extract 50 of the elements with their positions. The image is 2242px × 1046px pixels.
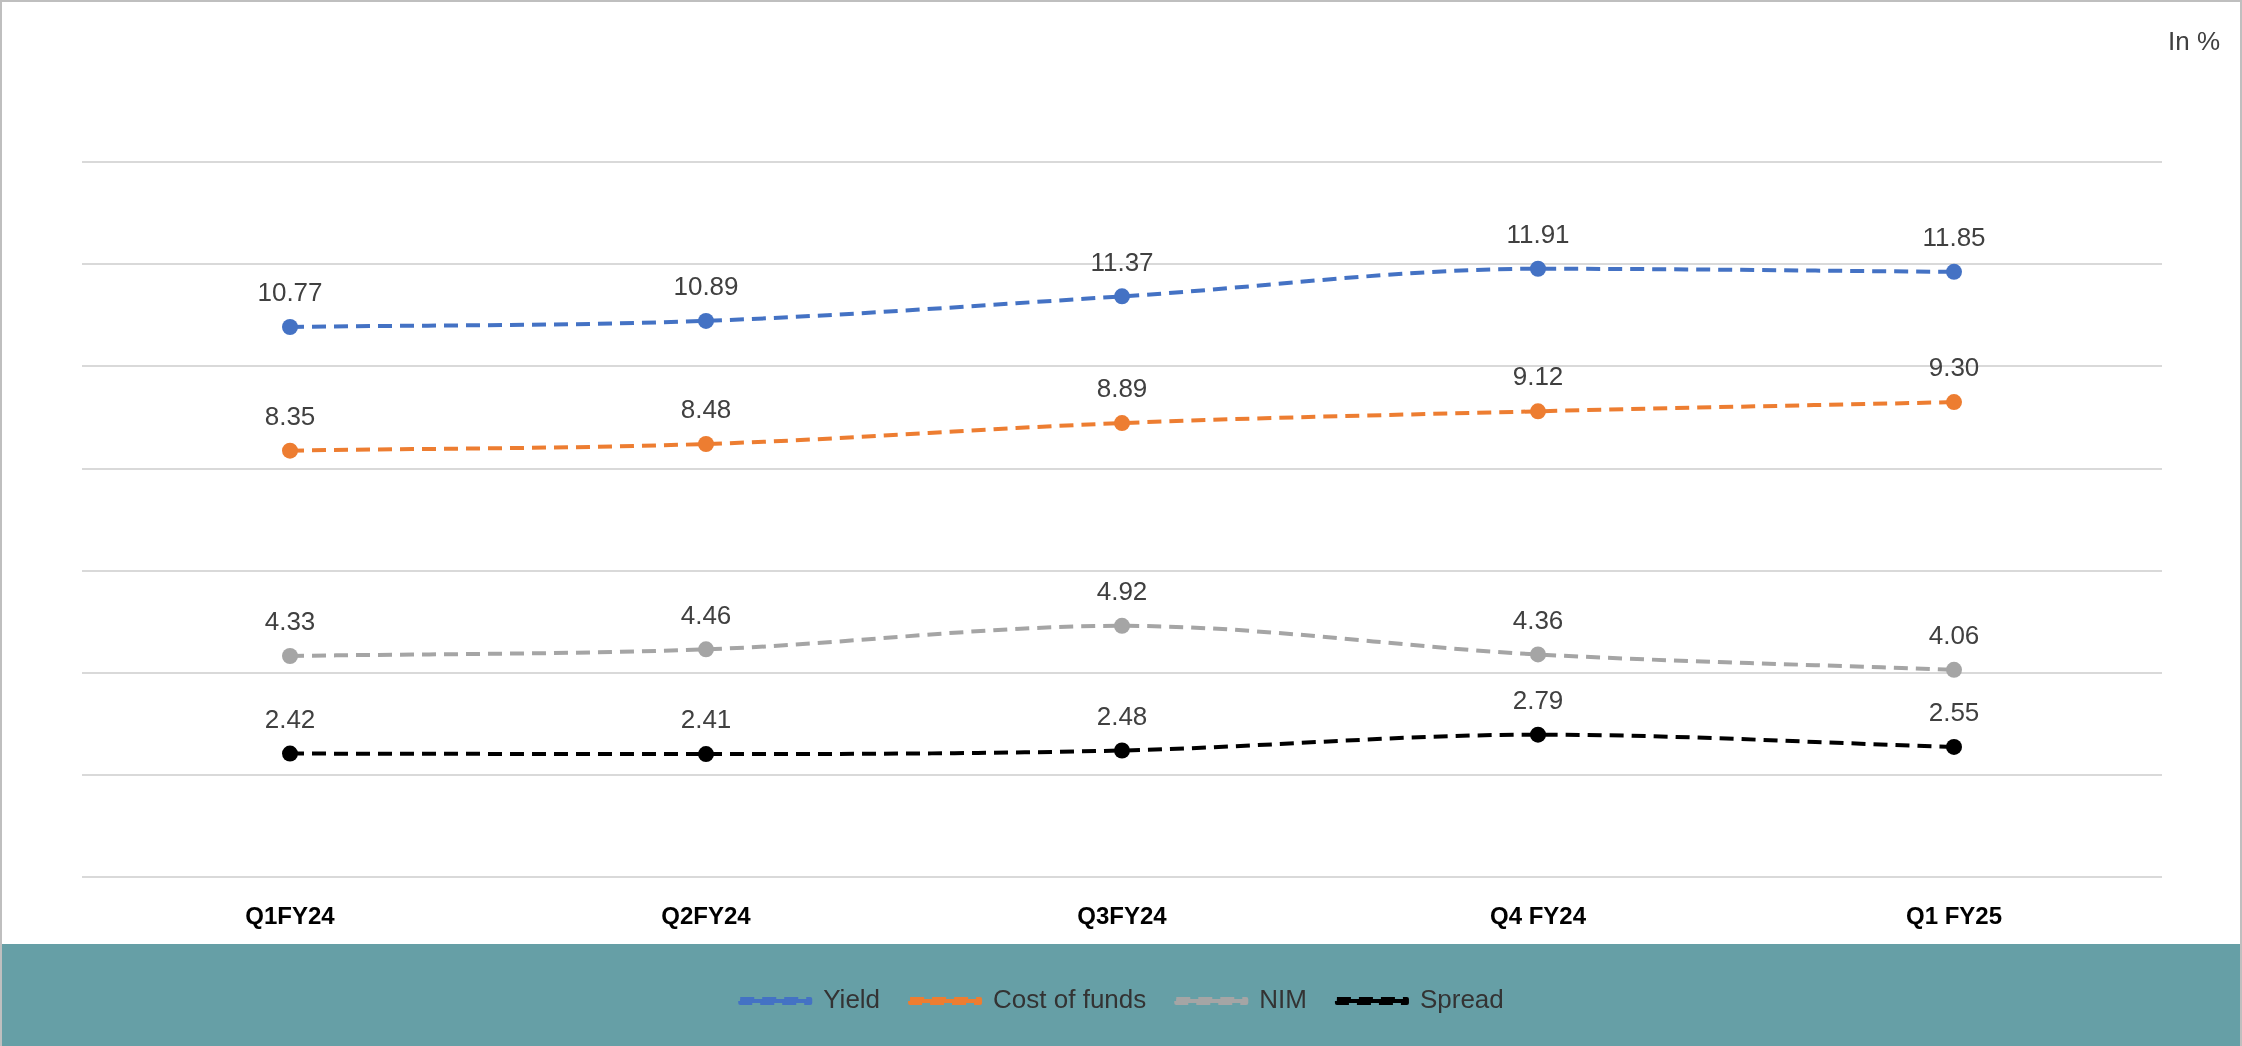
point xyxy=(698,435,714,452)
data-label: 9.30 xyxy=(1928,352,1980,383)
x-tick-label: Q4 FY24 xyxy=(1489,902,1587,930)
x-tick-label: Q2FY24 xyxy=(661,902,752,930)
point xyxy=(282,442,298,459)
data-label: 11.91 xyxy=(1506,218,1570,249)
data-label: 4.33 xyxy=(264,606,316,637)
data-label: 2.48 xyxy=(1096,700,1148,731)
legend-label: Yield xyxy=(823,984,881,1015)
point xyxy=(282,648,298,664)
point xyxy=(1946,738,1962,755)
data-label: 4.36 xyxy=(1512,604,1564,635)
point xyxy=(1530,726,1546,743)
point xyxy=(1114,415,1130,432)
legend-label: Cost of funds xyxy=(993,984,1147,1015)
point xyxy=(1946,661,1962,678)
point xyxy=(1114,617,1130,634)
point xyxy=(282,745,298,762)
text: In % xyxy=(2167,26,2220,57)
point xyxy=(1114,288,1130,305)
data-label: 8.89 xyxy=(1096,373,1148,404)
data-label: 4.92 xyxy=(1096,576,1148,607)
x-tick-label: Q1 FY25 xyxy=(1905,902,2003,930)
point xyxy=(698,746,714,763)
data-label: 10.89 xyxy=(673,271,739,302)
data-label: 9.12 xyxy=(1512,361,1564,392)
legend-label: NIM xyxy=(1259,984,1307,1015)
point xyxy=(1530,403,1546,420)
point xyxy=(698,641,714,658)
data-label: 2.42 xyxy=(264,703,316,734)
data-label: 11.85 xyxy=(1922,222,1986,253)
data-label: 8.48 xyxy=(680,394,732,425)
point xyxy=(698,312,714,329)
data-label: 8.35 xyxy=(264,400,316,431)
data-label: 10.77 xyxy=(257,277,323,308)
data-label: 11.37 xyxy=(1090,246,1154,277)
point xyxy=(1530,260,1546,277)
x-tick-label: Q1FY24 xyxy=(245,902,336,930)
point xyxy=(1530,646,1546,663)
data-label: 4.46 xyxy=(680,599,732,630)
point xyxy=(1114,742,1130,759)
data-label: 2.41 xyxy=(680,704,732,735)
point xyxy=(1946,394,1962,411)
legend-label: Spread xyxy=(1419,984,1504,1015)
data-label: 2.55 xyxy=(1928,697,1980,728)
x-tick-label: Q3FY24 xyxy=(1077,902,1168,930)
point xyxy=(282,319,298,336)
data-label: 2.79 xyxy=(1512,684,1564,715)
data-label: 4.06 xyxy=(1928,619,1980,650)
point xyxy=(1946,263,1962,280)
